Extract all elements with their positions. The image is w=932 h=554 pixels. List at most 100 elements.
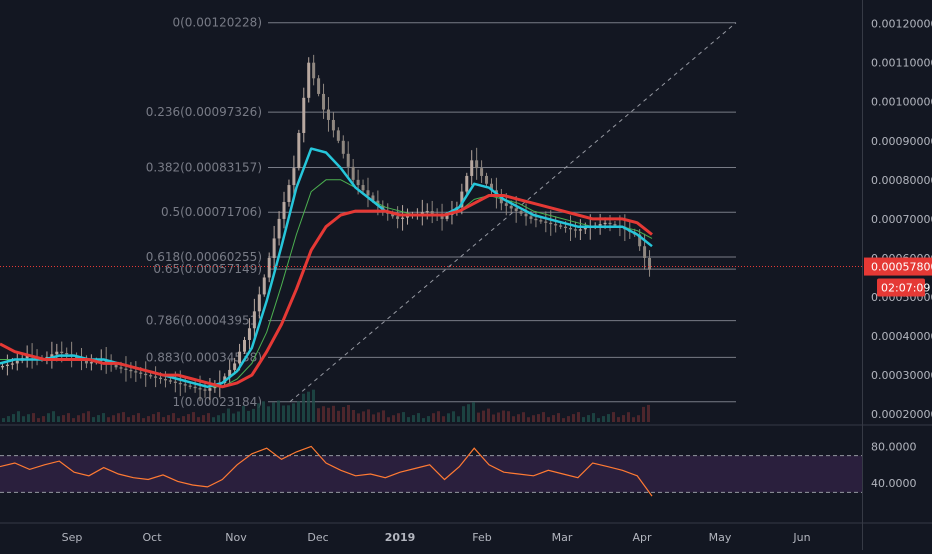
volume-bar [232,413,235,422]
volume-bar [2,418,5,422]
volume-bar [517,414,520,422]
candle-body [361,185,365,191]
volume-bar [547,417,550,422]
volume-bar [117,413,120,422]
volume-bar [437,411,440,422]
volume-bar [627,412,630,422]
candle-body [247,328,251,340]
volume-bar [47,413,50,422]
rsi-axis-tick: 80.0000 [871,440,917,453]
time-axis-label: Jun [792,531,810,544]
volume-bar [12,414,15,422]
candle-body [168,380,172,382]
candle-body [603,222,607,225]
fib-level-label: 0.382(0.00083157) [146,161,262,175]
volume-bar [67,413,70,422]
price-axis-tick: 0.00040000 [871,330,932,343]
fib-level-label: 0(0.00120228) [172,16,262,30]
volume-bar [312,389,315,422]
candle-body [465,175,469,192]
volume-bar [552,415,555,422]
volume-bar [197,417,200,422]
volume-bar [297,401,300,422]
volume-bar [32,413,35,422]
candle-body [331,119,335,131]
candle-body [420,212,424,214]
candle-body [613,224,617,226]
volume-bar [562,418,565,422]
candle-body [257,294,261,312]
volume-bar [287,405,290,422]
candle-body [144,373,148,376]
volume-bar [122,412,125,422]
candle-body [539,220,543,222]
price-axis-tick: 0.00030000 [871,369,932,382]
rsi-axis-tick: 40.0000 [871,477,917,490]
candle-body [282,201,286,219]
candle-body [252,311,256,329]
candle-body [119,367,123,369]
candle-body [159,377,163,380]
candle-body [322,93,326,110]
volume-bar [387,417,390,422]
volume-bar [217,415,220,422]
volume-bar [262,401,265,422]
volume-bar [567,416,570,422]
candle-body [475,160,479,169]
volume-bar [342,407,345,422]
candle-body [514,208,518,212]
ema-slow-line [0,194,653,389]
candle-body [312,62,316,79]
candle-body [15,360,19,364]
ema-fast-line [0,147,653,389]
candle-body [445,215,449,219]
candle-body [425,211,429,213]
countdown-tag [877,278,925,297]
volume-bar [162,417,165,422]
candle-body [65,353,69,355]
volume-bar [337,410,340,422]
volume-bar [447,413,450,422]
volume-bar [602,416,605,422]
volume-bar [157,412,160,422]
rsi-line [0,445,653,497]
candle-body [569,228,572,230]
time-axis-label: Sep [62,531,83,544]
volume-bar [52,411,55,422]
current-price-value: 0.00057800 [871,261,932,274]
volume-bar [167,415,170,422]
candle-body [460,191,464,208]
time-axis-label: Apr [632,531,652,544]
volume-bar [392,415,395,422]
candle-body [60,351,64,353]
candle-body [139,372,143,374]
candle-body [356,179,360,186]
price-axis-tick: 0.00080000 [871,174,932,187]
time-axis-label: May [709,531,732,544]
volume-bar [442,416,445,422]
candle-body [578,229,582,231]
volume-bar [542,412,545,422]
volume-bar [182,416,185,422]
candle-body [396,216,400,219]
volume-bar [617,417,620,422]
candle-body [84,360,88,364]
volume-bar [452,411,455,422]
volume-bar [302,393,305,422]
candle-body [524,213,528,217]
volume-bar [202,415,205,422]
volume-bar [42,416,45,422]
candle-body [287,185,291,202]
candle-body [529,216,533,219]
candle-body [638,234,642,247]
countdown-value: 02:07:09 [881,282,930,295]
fib-trend-line [289,22,737,403]
volume-bar [417,413,420,422]
volume-bar [412,415,415,422]
candle-body [519,211,523,214]
candle-body [307,62,311,98]
volume-bar [642,406,645,422]
volume-bar [402,412,405,422]
candle-body [89,362,93,364]
